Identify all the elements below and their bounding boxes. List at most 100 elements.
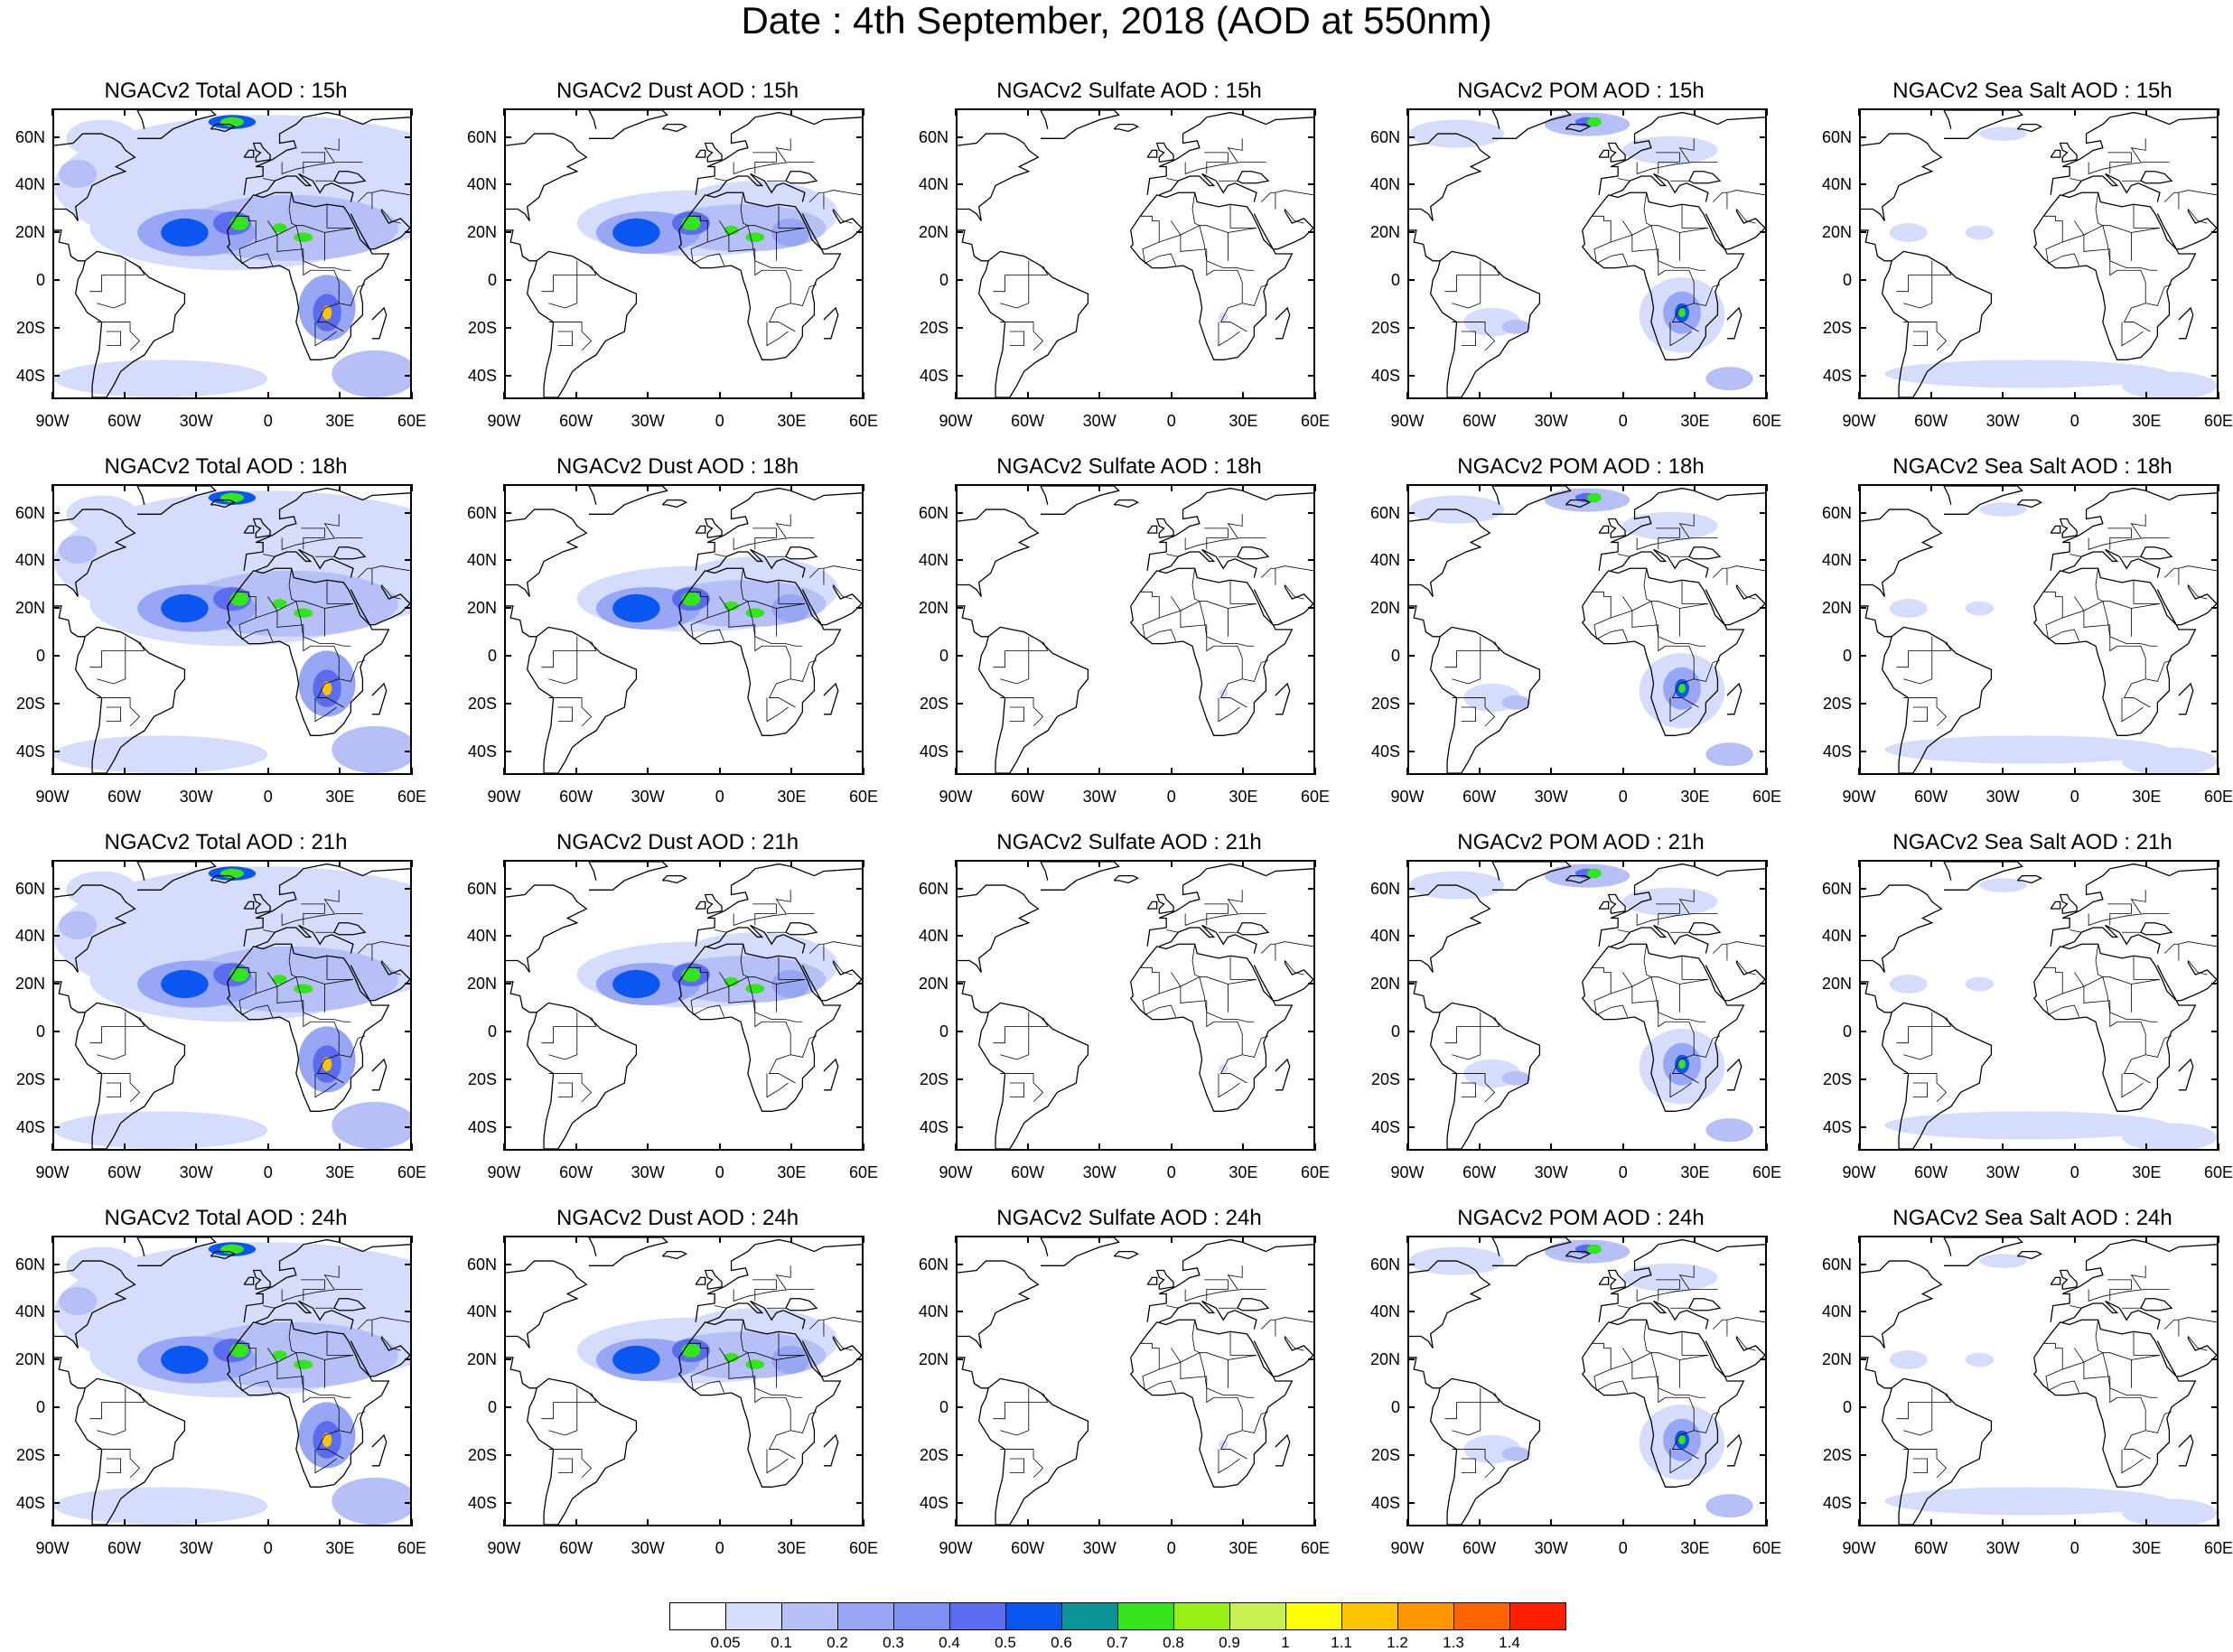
lon-label: 0 xyxy=(1166,1539,1176,1557)
lon-tick xyxy=(266,860,269,867)
lon-label: 0 xyxy=(2069,788,2079,806)
lat-tick xyxy=(1760,1406,1767,1409)
coastline xyxy=(2016,874,2043,884)
country-border xyxy=(2107,152,2132,174)
aod-shading xyxy=(332,725,410,773)
lat-tick xyxy=(856,279,864,282)
lat-label: 20N xyxy=(14,1350,45,1369)
coastline xyxy=(2032,1319,2197,1488)
lat-tick xyxy=(2211,1263,2219,1265)
coastline xyxy=(1610,924,1709,954)
country-border xyxy=(1650,976,1699,1084)
lon-tick xyxy=(1478,1519,1481,1526)
lat-tick xyxy=(1859,374,1866,377)
country-border xyxy=(548,1449,593,1479)
lat-tick xyxy=(856,1358,864,1361)
map-frame xyxy=(956,484,1315,775)
lat-tick xyxy=(1760,1125,1767,1128)
aod-shading xyxy=(322,681,332,695)
coastline xyxy=(1881,1377,1993,1525)
lon-tick xyxy=(2002,392,2004,399)
lon-tick xyxy=(1694,1519,1696,1526)
lat-label: 40N xyxy=(14,175,45,194)
lat-tick xyxy=(1407,1501,1415,1504)
lon-label: 30E xyxy=(2132,1163,2162,1181)
map-frame xyxy=(1859,108,2219,399)
coastline xyxy=(695,901,706,910)
coastline xyxy=(243,111,410,195)
aod-map xyxy=(54,486,410,773)
country-border xyxy=(2188,584,2208,600)
country-border xyxy=(2133,580,2160,604)
lat-tick xyxy=(405,1358,412,1361)
country-border xyxy=(2188,960,2208,975)
lat-label: 40S xyxy=(15,742,45,761)
coastline xyxy=(1146,1276,1158,1285)
coastline xyxy=(2140,546,2173,560)
lon-tick xyxy=(339,1143,341,1151)
lon-tick xyxy=(1026,860,1029,867)
country-border xyxy=(1656,903,1680,926)
lat-tick xyxy=(2211,1453,2219,1456)
coastline xyxy=(1253,1336,1313,1377)
coastline xyxy=(2061,548,2161,578)
coastline xyxy=(74,1002,186,1149)
lon-tick xyxy=(1550,108,1553,116)
coastline xyxy=(1581,1319,1745,1488)
country-border xyxy=(740,1320,749,1354)
aod-shading xyxy=(332,1477,410,1525)
coastline xyxy=(2050,111,2217,195)
country-border xyxy=(740,568,749,602)
country-border xyxy=(125,636,145,651)
country-border xyxy=(295,976,344,1084)
aod-shading xyxy=(322,1433,332,1447)
lat-label: 20S xyxy=(15,694,45,713)
lon-label: 30E xyxy=(2132,788,2162,806)
aod-shading xyxy=(332,350,410,397)
lon-tick xyxy=(1242,392,1245,399)
lon-label: 30E xyxy=(1229,1539,1258,1557)
aod-map xyxy=(1409,486,1765,773)
coastline xyxy=(706,924,806,954)
coastline xyxy=(2061,924,2161,954)
coastline xyxy=(1129,191,1294,360)
coastline xyxy=(350,584,410,626)
coastline xyxy=(1581,567,1745,736)
country-border xyxy=(1636,1288,1718,1302)
country-border xyxy=(295,1352,344,1460)
lat-tick xyxy=(1859,326,1866,329)
lon-tick xyxy=(1242,1236,1245,1243)
map-frame xyxy=(956,108,1315,399)
lat-label: 0 xyxy=(487,647,497,666)
lon-tick xyxy=(1478,768,1481,775)
lon-label: 0 xyxy=(2069,1163,2079,1181)
country-border xyxy=(752,903,777,926)
coastline xyxy=(1158,548,1257,578)
lat-label: 40N xyxy=(918,551,948,570)
aod-shading xyxy=(1979,126,2027,141)
coastline xyxy=(823,1058,839,1091)
panel-title: NGACv2 Dust AOD : 24h xyxy=(556,1206,799,1230)
colorbar-swatch xyxy=(949,1602,1006,1630)
lon-tick xyxy=(2002,768,2004,775)
lat-label: 20N xyxy=(1369,599,1400,618)
lon-tick xyxy=(1314,1519,1316,1526)
country-border xyxy=(1912,331,1928,347)
lon-tick xyxy=(51,108,53,116)
lat-tick xyxy=(52,326,60,329)
lat-tick xyxy=(1859,750,1866,752)
lon-tick xyxy=(51,392,53,399)
aod-shading xyxy=(54,735,268,773)
country-border xyxy=(89,650,126,685)
coastline xyxy=(801,584,862,626)
aod-map xyxy=(1409,1237,1765,1525)
lat-tick xyxy=(1760,983,1767,985)
map-panel: NGACv2 POM AOD : 18h 60N 40N 20N 0 20S 40S 90W 6… xyxy=(1355,455,1807,817)
lat-tick xyxy=(2211,135,2219,138)
lat-label: 20N xyxy=(466,223,497,242)
country-border xyxy=(808,943,824,954)
coastline xyxy=(1861,133,1943,221)
lon-tick xyxy=(718,1143,721,1151)
lon-label: 0 xyxy=(263,788,273,806)
country-border xyxy=(2045,241,2080,266)
